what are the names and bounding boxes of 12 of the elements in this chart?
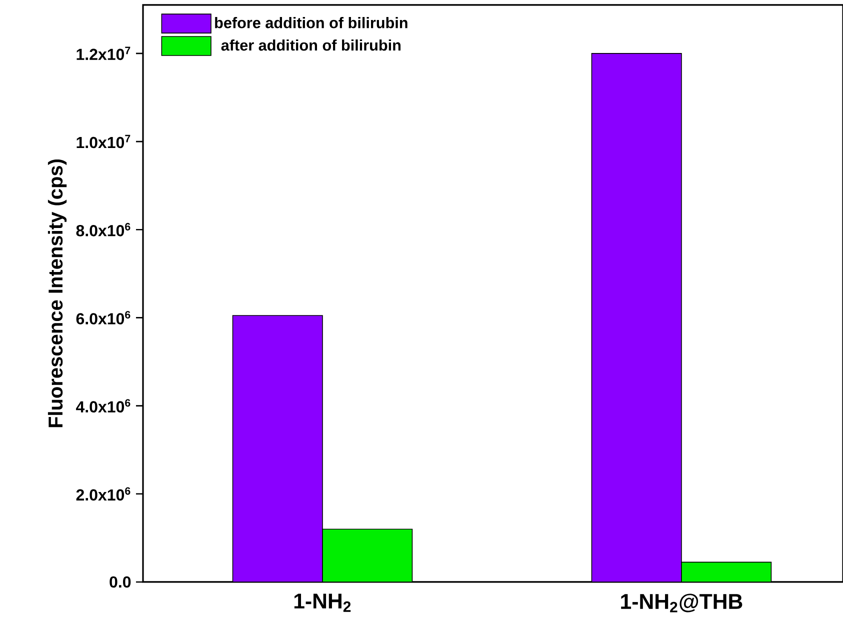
legend-label: after addition of bilirubin: [221, 39, 400, 51]
y-axis-title: Fluorescence Intensity (cps): [48, 159, 67, 428]
y-tick-label: 0.0: [110, 576, 131, 588]
x-tick-label: 1-NH$_{2}$@THB: [621, 594, 742, 612]
legend-label: before addition of bilirubin: [215, 17, 408, 28]
y-tick-label: 1.2x10$^{7}$: [76, 46, 130, 60]
y-tick-label: 4.0x10$^{6}$: [76, 399, 130, 412]
y-tick-label: 6.0x10$^{6}$: [76, 311, 130, 324]
x-tick-label: 1-NH$_{2}$: [294, 594, 351, 612]
y-tick-label: 2.0x10$^{6}$: [76, 487, 130, 501]
y-tick-label: 1.0x10$^{7}$: [76, 134, 130, 148]
y-tick-label: 8.0x10$^{6}$: [76, 222, 130, 236]
